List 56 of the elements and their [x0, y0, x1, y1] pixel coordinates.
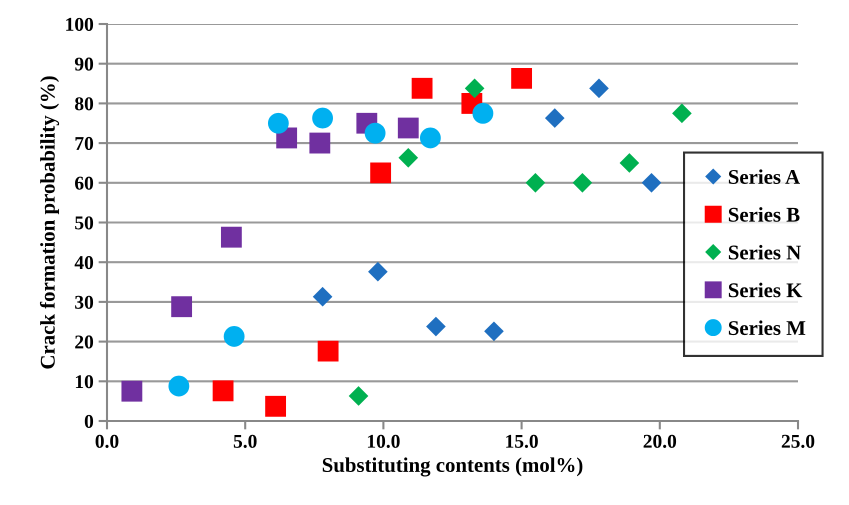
point	[309, 132, 330, 154]
x-tick-label: 25.0	[782, 434, 814, 448]
point	[472, 102, 494, 124]
point	[348, 386, 368, 406]
y-tick-label: 30	[75, 296, 94, 309]
x-tick-label: 5.0	[234, 434, 257, 448]
point	[313, 287, 332, 306]
point	[572, 173, 592, 192]
point	[220, 226, 242, 248]
point	[212, 380, 234, 402]
point	[364, 122, 386, 144]
point	[171, 296, 192, 318]
legend-label: Series B	[728, 207, 800, 222]
legend-label: Series M	[728, 320, 806, 336]
legend-label: Series A	[728, 169, 800, 184]
point	[672, 104, 692, 123]
point	[224, 326, 245, 347]
x-tick-label: 0.0	[96, 434, 118, 448]
y-tick-label: 100	[66, 18, 94, 31]
y-tick-label: 40	[74, 256, 94, 270]
point	[265, 396, 286, 417]
point	[642, 173, 662, 192]
point	[368, 262, 388, 282]
point	[511, 68, 532, 89]
legend-label: Series K	[728, 282, 802, 298]
point	[420, 128, 441, 148]
y-tick-label: 90	[74, 58, 94, 71]
x-tick-label: 10.0	[368, 434, 400, 448]
point	[168, 376, 190, 396]
x-axis-title: Substituting contents (mol%)	[322, 457, 582, 476]
point	[312, 108, 334, 129]
y-tick-label: 80	[75, 97, 94, 110]
legend-label: Series N	[728, 244, 801, 260]
point	[121, 380, 142, 402]
x-tick-label: 20.0	[644, 434, 676, 448]
point	[589, 78, 609, 98]
point	[268, 112, 289, 134]
point	[398, 148, 418, 168]
point	[620, 153, 639, 172]
point	[398, 118, 419, 138]
point	[370, 162, 392, 184]
x-tick-label: 15.0	[506, 434, 538, 448]
point	[526, 173, 545, 192]
point	[318, 340, 339, 362]
y-axis-title: Crack formation probability (%)	[40, 76, 60, 369]
point	[484, 322, 504, 341]
point	[412, 78, 433, 99]
y-tick-label: 70	[75, 136, 94, 150]
y-tick-label: 50	[75, 216, 94, 230]
point	[426, 316, 446, 336]
y-tick-label: 10	[76, 375, 94, 388]
y-tick-label: 20	[75, 335, 94, 349]
point	[465, 78, 484, 98]
point	[545, 108, 564, 128]
y-tick-label: 0	[84, 414, 94, 428]
y-tick-label: 60	[75, 176, 94, 190]
